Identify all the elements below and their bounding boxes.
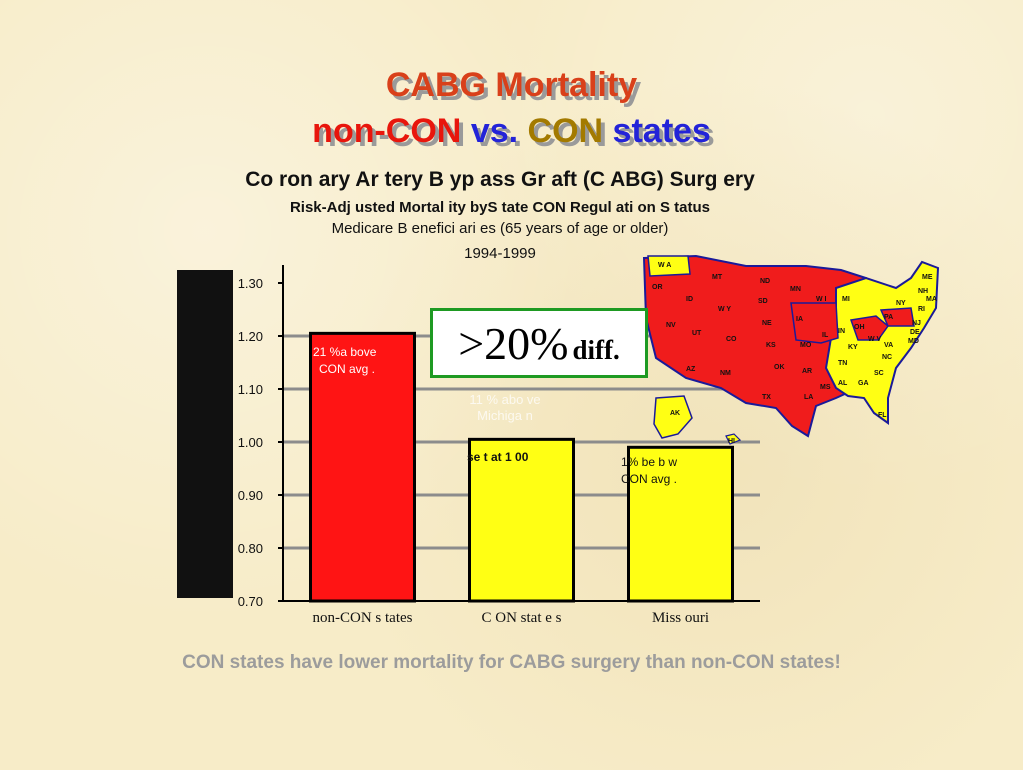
bar-note-non-con-line2: CON avg . [319, 362, 376, 376]
bar-note-missouri-line1: 1% be b w [621, 455, 678, 469]
map-label-ny: NY [896, 300, 906, 307]
map-label-fl: FL [878, 412, 887, 419]
chart-subtitle-population: Medicare B enefici ari es (65 years of a… [331, 220, 669, 237]
map-label-ak: AK [670, 410, 681, 417]
y-axis-label-box [177, 270, 233, 598]
map-label-mn: MN [790, 286, 801, 293]
map-label-or: OR [652, 284, 663, 291]
bar-note-michigan: 11 % abo ve Michiga n [462, 392, 548, 424]
difference-label: diff. [572, 335, 620, 365]
y-tick-label: 0.70 [238, 594, 263, 609]
map-label-wy: W Y [718, 306, 732, 313]
map-region-wa-yellow [647, 255, 691, 277]
map-label-ks: KS [766, 342, 776, 349]
difference-percent: >20% [458, 318, 569, 369]
slide-title: CABG Mortality [385, 66, 638, 104]
chart-title: Co ron ary Ar tery B yp ass Gr aft (C AB… [245, 168, 755, 191]
map-region-alaska [653, 395, 693, 439]
map-label-sd: SD [758, 298, 768, 305]
map-label-mo: MO [800, 342, 812, 349]
map-label-nm: NM [720, 370, 731, 377]
map-label-nh: NH [918, 288, 929, 295]
map-label-pa: PA [884, 314, 894, 321]
map-outline-west [642, 254, 878, 438]
chart-subtitle: Risk-Adj usted Mortal ity byS tate CON R… [289, 199, 711, 216]
map-label-mt: MT [712, 274, 723, 281]
us-map-shape [642, 254, 940, 445]
map-label-nj: NJ [912, 320, 921, 327]
subtitle-states: states [612, 112, 711, 150]
map-label-ar: AR [802, 368, 813, 375]
map-label-md: MD [908, 338, 919, 345]
map-label-hi: HI [728, 438, 735, 445]
map-label-tn: TN [838, 360, 848, 367]
map-label-ne: NE [762, 320, 772, 327]
bar-note-con-states: se t at 1 00 [467, 450, 529, 464]
bar [627, 445, 734, 603]
map-region-ohio-red [849, 315, 890, 341]
map-label-az: AZ [686, 366, 696, 373]
map-label-sc: SC [874, 370, 884, 377]
bar [309, 331, 416, 603]
y-tick-label: 1.00 [238, 435, 263, 450]
map-label-wv: W V [868, 336, 882, 343]
map-label-in: IN [838, 328, 845, 335]
map-label-id: ID [686, 296, 693, 303]
map-region-hawaii [725, 433, 742, 445]
x-tick-label: Miss ouri [652, 610, 709, 626]
subtitle-con: CON [527, 112, 604, 150]
map-region-midwest-red [790, 302, 839, 344]
bar-note-non-con-line1: 21 %a bove [313, 345, 377, 359]
y-tick-label: 0.80 [238, 541, 263, 556]
map-label-il: IL [822, 332, 829, 339]
map-label-ms: MS [820, 384, 831, 391]
chart-subtitle-years: 1994-1999 [464, 245, 536, 262]
bar-note-missouri-line2: CON avg . [621, 472, 678, 486]
map-label-mi: MI [842, 296, 850, 303]
map-label-de: DE [910, 329, 920, 336]
map-label-ga: GA [858, 380, 869, 387]
map-label-ky: KY [848, 344, 858, 351]
map-label-wi: W I [816, 296, 827, 303]
map-label-co: CO [726, 336, 737, 343]
map-label-oh: OH [854, 324, 865, 331]
map-label-la: LA [804, 394, 814, 401]
y-tick-label: 0.90 [238, 488, 263, 503]
bar [468, 437, 575, 603]
y-tick-label: 1.30 [238, 276, 263, 291]
map-label-tx: TX [762, 394, 771, 401]
map-outline-east [824, 260, 940, 425]
bar-note-michigan-line1: 11 % abo ve [469, 392, 541, 407]
map-label-va: VA [884, 342, 894, 349]
map-label-nd: ND [760, 278, 771, 285]
map-label-nc: NC [882, 354, 893, 361]
x-tick-label: non-CON s tates [313, 610, 413, 626]
map-label-me: ME [922, 274, 933, 281]
y-tick-label: 1.20 [238, 329, 263, 344]
map-label-ri: RI [918, 306, 925, 313]
map-label-ia: IA [796, 316, 803, 323]
slide-subtitle: non-CON vs. CON states [0, 112, 1023, 151]
footer-conclusion: CON states have lower mortality for CABG… [182, 652, 841, 673]
bar-note-michigan-line2: Michiga n [477, 408, 533, 423]
map-label-al: AL [838, 380, 848, 387]
y-tick-label: 1.10 [238, 382, 263, 397]
map-label-ut: UT [692, 330, 702, 337]
map-label-ma: MA [926, 296, 937, 303]
map-label-wa: W A [658, 262, 672, 269]
map-region-pa-red [879, 307, 915, 327]
us-map: W A OR MT ND MN ID W Y SD W I MI NY ME N… [626, 248, 946, 448]
x-tick-label: C ON stat e s [482, 610, 562, 626]
map-label-ok: OK [774, 364, 785, 371]
difference-callout: >20% diff. [430, 308, 648, 378]
subtitle-vs: vs. [470, 112, 519, 150]
subtitle-non-con: non-CON [312, 112, 462, 150]
map-label-nv: NV [666, 322, 676, 329]
